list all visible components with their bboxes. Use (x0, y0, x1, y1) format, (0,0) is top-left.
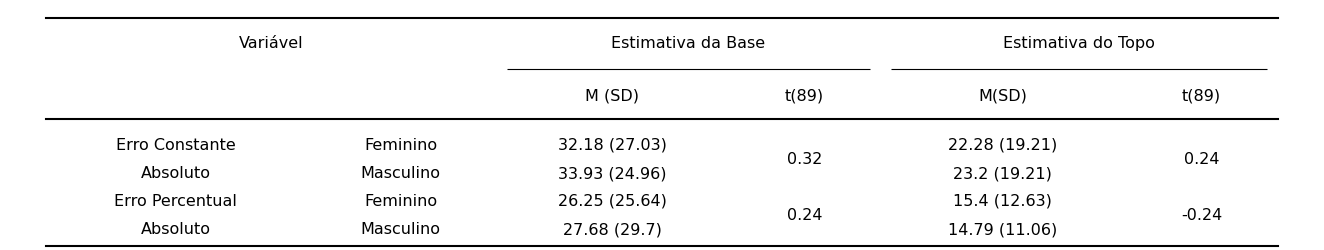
Text: Absoluto: Absoluto (140, 222, 211, 238)
Text: t(89): t(89) (785, 89, 824, 104)
Text: 0.32: 0.32 (786, 152, 822, 167)
Text: 23.2 (19.21): 23.2 (19.21) (953, 166, 1053, 181)
Text: 32.18 (27.03): 32.18 (27.03) (557, 138, 667, 152)
Text: 0.24: 0.24 (1184, 152, 1219, 167)
Text: 26.25 (25.64): 26.25 (25.64) (557, 194, 667, 209)
Text: t(89): t(89) (1182, 89, 1221, 104)
Text: Feminino: Feminino (364, 194, 437, 209)
Text: -0.24: -0.24 (1181, 208, 1222, 223)
Text: Estimativa da Base: Estimativa da Base (612, 36, 765, 51)
Text: M (SD): M (SD) (585, 89, 639, 104)
Text: Erro Percentual: Erro Percentual (114, 194, 237, 209)
Text: Absoluto: Absoluto (140, 166, 211, 181)
Text: 15.4 (12.63): 15.4 (12.63) (953, 194, 1053, 209)
Text: Erro Constante: Erro Constante (115, 138, 236, 152)
Text: 27.68 (29.7): 27.68 (29.7) (563, 222, 662, 238)
Text: 0.24: 0.24 (786, 208, 822, 223)
Text: Variável: Variável (240, 36, 303, 51)
Text: 33.93 (24.96): 33.93 (24.96) (559, 166, 666, 181)
Text: Masculino: Masculino (360, 166, 441, 181)
Text: 14.79 (11.06): 14.79 (11.06) (948, 222, 1058, 238)
Text: Estimativa do Topo: Estimativa do Topo (1004, 36, 1155, 51)
Text: M(SD): M(SD) (978, 89, 1027, 104)
Text: Masculino: Masculino (360, 222, 441, 238)
Text: 22.28 (19.21): 22.28 (19.21) (948, 138, 1058, 152)
Text: Feminino: Feminino (364, 138, 437, 152)
